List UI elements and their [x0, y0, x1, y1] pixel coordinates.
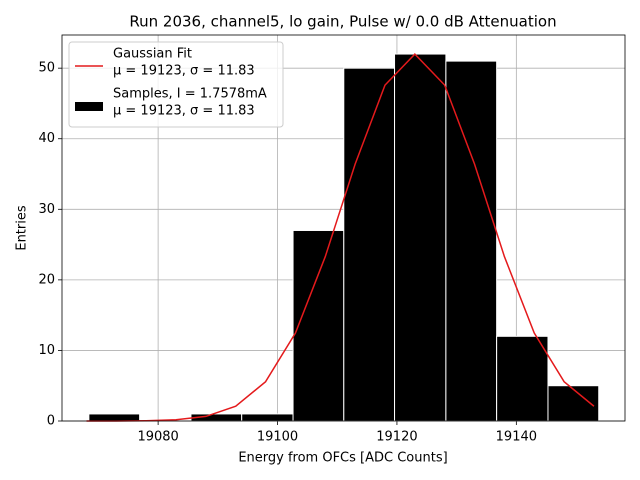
x-tick-label: 19100 [257, 430, 298, 445]
y-axis-label: Entries [15, 205, 30, 251]
x-tick-label: 19080 [137, 430, 178, 445]
histogram-bar [445, 60, 498, 422]
histogram-bar [343, 67, 396, 422]
y-tick-label: 30 [38, 202, 55, 217]
legend-label: μ = 19123, σ = 11.83 [113, 64, 255, 79]
fit-line [86, 52, 595, 422]
histogram-bar [394, 53, 447, 422]
legend-box [68, 41, 284, 128]
histogram-bar [88, 413, 141, 422]
x-tick-label: 19140 [496, 430, 537, 445]
histogram-bar [241, 413, 294, 422]
y-tick-label: 20 [38, 272, 55, 287]
histogram-bar [496, 335, 549, 422]
legend-swatch [75, 102, 103, 111]
legend-label: Gaussian Fit [113, 47, 192, 62]
y-tick-label: 40 [38, 131, 55, 146]
y-tick-label: 0 [47, 414, 55, 429]
chart-title: Run 2036, channel5, lo gain, Pulse w/ 0.… [129, 13, 556, 31]
x-axis-label: Energy from OFCs [ADC Counts] [238, 451, 447, 466]
legend-label: Samples, I = 1.7578mA [113, 87, 267, 102]
y-tick-label: 10 [38, 343, 55, 358]
legend-label: μ = 19123, σ = 11.83 [113, 104, 255, 119]
histogram-bar [292, 229, 345, 422]
x-tick-label: 19120 [376, 430, 417, 445]
y-tick-label: 50 [38, 61, 55, 76]
axes-frame [61, 34, 626, 422]
